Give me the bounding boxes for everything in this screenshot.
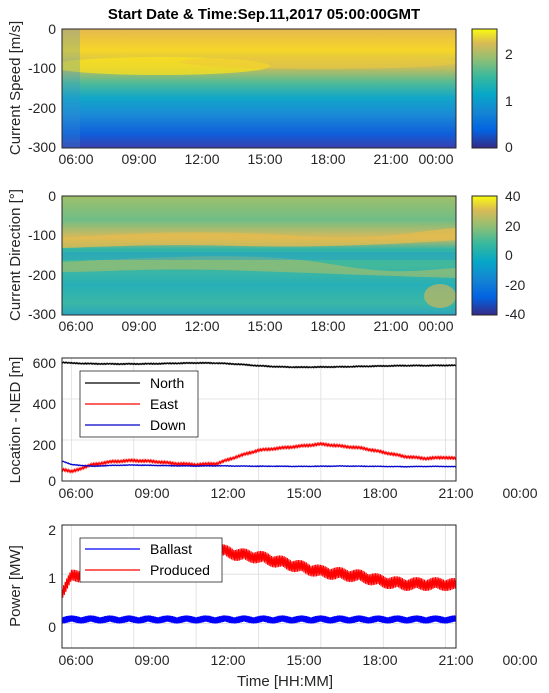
direction-xtick: 18:00 bbox=[310, 318, 345, 334]
location-xticks: 06:00 09:00 12:00 15:00 18:00 21:00 00:0… bbox=[58, 485, 537, 501]
power-ytick: 2 bbox=[48, 522, 56, 538]
power-xtick: 09:00 bbox=[134, 652, 169, 668]
power-ylabel: Power [MW] bbox=[7, 545, 24, 627]
power-legend: Ballast Produced bbox=[80, 538, 222, 582]
power-panel: Power [MW] 2 1 0 06:00 09:00 12:00 15:00… bbox=[7, 522, 538, 690]
speed-cbar-tick: 1 bbox=[505, 93, 513, 109]
speed-xtick: 18:00 bbox=[310, 151, 345, 167]
direction-xtick: 21:00 bbox=[373, 318, 408, 334]
direction-xtick: 15:00 bbox=[247, 318, 282, 334]
legend-label-down: Down bbox=[150, 417, 186, 433]
speed-panel: Current Speed [m/s] 0 -100 -200 -300 06:… bbox=[7, 21, 513, 167]
direction-ylabel: Current Direction [°] bbox=[7, 189, 24, 321]
legend-label-east: East bbox=[150, 396, 178, 412]
power-xtick: 00:00 bbox=[502, 652, 537, 668]
speed-xtick: 21:00 bbox=[373, 151, 408, 167]
location-xtick: 06:00 bbox=[58, 485, 93, 501]
power-xtick: 12:00 bbox=[210, 652, 245, 668]
location-ylabel: Location - NED [m] bbox=[7, 357, 24, 484]
location-yticks: 600 400 200 0 bbox=[33, 355, 57, 489]
speed-ytick: 0 bbox=[48, 21, 56, 37]
power-ytick: 0 bbox=[48, 619, 56, 635]
power-xtick: 18:00 bbox=[362, 652, 397, 668]
direction-panel: Current Direction [°] 0 -100 -200 -300 0… bbox=[7, 188, 525, 334]
location-legend: North East Down bbox=[80, 371, 198, 437]
speed-xtick: 09:00 bbox=[121, 151, 156, 167]
direction-cbar-tick: 40 bbox=[505, 188, 521, 204]
speed-xtick: 12:00 bbox=[184, 151, 219, 167]
direction-cbar-tick: 0 bbox=[505, 247, 513, 263]
speed-xtick: 15:00 bbox=[247, 151, 282, 167]
speed-ytick: -300 bbox=[28, 139, 56, 155]
speed-ytick: -200 bbox=[28, 100, 56, 116]
direction-xtick: 06:00 bbox=[58, 318, 93, 334]
speed-xtick: 06:00 bbox=[58, 151, 93, 167]
direction-xtick: 00:00 bbox=[418, 318, 453, 334]
speed-ytick: -100 bbox=[28, 60, 56, 76]
power-xlabel: Time [HH:MM] bbox=[237, 673, 333, 690]
direction-cbar-tick: -40 bbox=[505, 306, 525, 322]
location-panel: Location - NED [m] 600 400 200 0 06:00 0… bbox=[7, 355, 538, 501]
power-yticks: 2 1 0 bbox=[48, 522, 56, 635]
power-xtick: 06:00 bbox=[58, 652, 93, 668]
direction-cbar-tick: 20 bbox=[505, 218, 521, 234]
power-xticks: 06:00 09:00 12:00 15:00 18:00 21:00 00:0… bbox=[58, 652, 537, 668]
direction-ytick: -100 bbox=[28, 227, 56, 243]
location-xtick: 12:00 bbox=[210, 485, 245, 501]
power-xtick: 21:00 bbox=[438, 652, 473, 668]
speed-heatmap bbox=[62, 29, 456, 148]
speed-xtick: 00:00 bbox=[418, 151, 453, 167]
chart-title: Start Date & Time:Sep.11,2017 05:00:00GM… bbox=[108, 6, 420, 23]
direction-yticks: 0 -100 -200 -300 bbox=[28, 188, 56, 322]
speed-xticks: 06:00 09:00 12:00 15:00 18:00 21:00 00:0… bbox=[58, 151, 453, 167]
location-xtick: 00:00 bbox=[502, 485, 537, 501]
location-xtick: 21:00 bbox=[438, 485, 473, 501]
direction-ytick: 0 bbox=[48, 188, 56, 204]
legend-label-ballast: Ballast bbox=[150, 541, 192, 557]
power-xtick: 15:00 bbox=[286, 652, 321, 668]
location-ytick: 200 bbox=[33, 437, 57, 453]
direction-xticks: 06:00 09:00 12:00 15:00 18:00 21:00 00:0… bbox=[58, 318, 453, 334]
direction-cbar-tick: -20 bbox=[505, 277, 525, 293]
power-ytick: 1 bbox=[48, 570, 56, 586]
location-ytick: 400 bbox=[33, 396, 57, 412]
location-ytick: 600 bbox=[33, 355, 57, 371]
location-xtick: 15:00 bbox=[286, 485, 321, 501]
speed-colorbar bbox=[472, 29, 497, 148]
location-xtick: 18:00 bbox=[362, 485, 397, 501]
speed-cbar-tick: 0 bbox=[505, 139, 513, 155]
direction-ytick: -200 bbox=[28, 267, 56, 283]
speed-ylabel: Current Speed [m/s] bbox=[7, 21, 24, 155]
location-xtick: 09:00 bbox=[134, 485, 169, 501]
direction-xtick: 09:00 bbox=[121, 318, 156, 334]
speed-yticks: 0 -100 -200 -300 bbox=[28, 21, 56, 155]
direction-ytick: -300 bbox=[28, 306, 56, 322]
legend-label-north: North bbox=[150, 375, 184, 391]
legend-label-produced: Produced bbox=[150, 562, 210, 578]
direction-colorbar bbox=[472, 196, 497, 315]
location-ytick: 0 bbox=[48, 473, 56, 489]
speed-cbar-tick: 2 bbox=[505, 46, 513, 62]
direction-xtick: 12:00 bbox=[184, 318, 219, 334]
